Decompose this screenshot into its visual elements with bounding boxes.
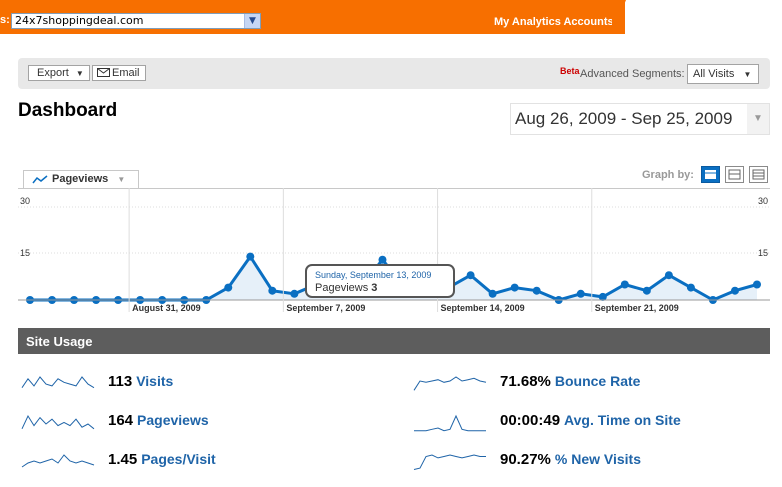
segment-select[interactable]: All Visits ▼ xyxy=(687,64,759,84)
report-toolbar: Export ▼ Email xyxy=(18,58,770,89)
top-bar-notch xyxy=(612,0,626,34)
chevron-down-icon[interactable]: ▼ xyxy=(244,14,260,28)
top-bar: s: 24x7shoppingdeal.com ▼ My Analytics A… xyxy=(0,0,625,34)
segment-select-value: All Visits xyxy=(693,68,735,80)
data-point[interactable] xyxy=(268,286,277,295)
stat-value: 164 xyxy=(108,412,134,429)
sparkline[interactable] xyxy=(412,412,488,434)
date-range-picker[interactable]: Aug 26, 2009 - Sep 25, 2009 ▼ xyxy=(510,103,770,135)
graph-by-month-button[interactable] xyxy=(749,166,768,183)
stat-value: 71.68% xyxy=(500,373,551,390)
graph-by-week-button[interactable] xyxy=(725,166,744,183)
stat-label-link[interactable]: % New Visits xyxy=(554,451,641,467)
tooltip-value: 3 xyxy=(371,282,377,294)
date-range-value: Aug 26, 2009 - Sep 25, 2009 xyxy=(515,109,733,128)
stat-label-link[interactable]: Avg. Time on Site xyxy=(564,412,681,428)
svg-text:Pageviews 3: Pageviews 3 xyxy=(315,282,377,294)
data-point[interactable] xyxy=(510,283,519,292)
line-chart-icon xyxy=(32,175,48,184)
chevron-down-icon[interactable]: ▼ xyxy=(747,104,769,134)
stat-label-link[interactable]: Bounce Rate xyxy=(554,373,641,389)
x-tick-label: September 21, 2009 xyxy=(595,303,679,313)
my-analytics-accounts-link[interactable]: My Analytics Accounts xyxy=(494,16,614,28)
account-select[interactable]: 24x7shoppingdeal.com ▼ xyxy=(11,13,261,29)
data-point[interactable] xyxy=(686,283,695,292)
metric-select-tab[interactable]: Pageviews ▼ xyxy=(23,170,139,188)
data-point[interactable] xyxy=(488,289,497,298)
y-tick-right-30: 30 xyxy=(758,196,768,206)
graph-by-label: Graph by: xyxy=(642,169,694,181)
stat-value: 90.27% xyxy=(500,451,551,468)
data-point[interactable] xyxy=(664,271,673,280)
export-label: Export xyxy=(37,67,69,79)
graph-by-day-button[interactable] xyxy=(701,166,720,183)
account-select-value: 24x7shoppingdeal.com xyxy=(15,14,144,27)
tooltip-metric: Pageviews xyxy=(315,282,369,294)
site-usage-title: Site Usage xyxy=(26,334,93,349)
month-view-icon xyxy=(752,169,765,180)
chevron-down-icon: ▼ xyxy=(75,69,84,78)
data-point[interactable] xyxy=(378,255,387,264)
week-view-icon xyxy=(728,169,741,180)
data-point[interactable] xyxy=(246,252,255,261)
chevron-down-icon: ▼ xyxy=(117,175,126,184)
stat-value: 113 xyxy=(108,373,133,390)
day-view-icon xyxy=(705,170,716,179)
data-point[interactable] xyxy=(290,289,299,298)
sparkline[interactable] xyxy=(20,451,96,473)
export-button[interactable]: Export ▼ xyxy=(28,65,90,81)
email-button[interactable]: Email xyxy=(92,65,146,81)
pageviews-chart: 30 15 30 15 August 31, 2009 September 7, … xyxy=(18,188,770,313)
data-point[interactable] xyxy=(642,286,651,295)
sparkline[interactable] xyxy=(412,451,488,473)
data-point[interactable] xyxy=(466,271,475,280)
data-point[interactable] xyxy=(576,289,585,298)
advanced-segments-label: Advanced Segments: xyxy=(580,68,685,80)
stat-label-link[interactable]: Visits xyxy=(136,373,174,389)
data-point[interactable] xyxy=(532,286,541,295)
stat-value: 00:00:49 xyxy=(500,412,561,429)
chevron-down-icon: ▼ xyxy=(743,70,752,79)
account-prefix: s: xyxy=(0,14,10,26)
sparkline[interactable] xyxy=(20,373,96,395)
y-tick-left-15: 15 xyxy=(20,248,30,258)
y-tick-left-30: 30 xyxy=(20,196,30,206)
chart-tooltip: Sunday, September 13, 2009 Pageviews 3 xyxy=(305,264,455,298)
data-point[interactable] xyxy=(730,286,739,295)
site-usage-header xyxy=(18,328,770,354)
data-point[interactable] xyxy=(753,280,761,289)
email-label: Email xyxy=(112,67,140,79)
sparkline[interactable] xyxy=(20,412,96,434)
data-point[interactable] xyxy=(224,283,233,292)
x-tick-label: September 7, 2009 xyxy=(286,303,365,313)
tooltip-date: Sunday, September 13, 2009 xyxy=(315,270,431,280)
data-point[interactable] xyxy=(598,292,607,301)
y-tick-right-15: 15 xyxy=(758,248,768,258)
page-title: Dashboard xyxy=(18,100,118,121)
beta-badge: Beta xyxy=(560,66,580,76)
sparkline[interactable] xyxy=(412,373,488,395)
stat-value: 1.45 xyxy=(108,451,138,468)
stat-label-link[interactable]: Pages/Visit xyxy=(141,451,216,467)
data-point[interactable] xyxy=(620,280,629,289)
envelope-icon xyxy=(97,68,110,77)
x-tick-label: September 14, 2009 xyxy=(441,303,525,313)
metric-tab-label: Pageviews xyxy=(52,173,109,185)
stat-label-link[interactable]: Pageviews xyxy=(137,412,209,428)
x-tick-label: August 31, 2009 xyxy=(132,303,201,313)
